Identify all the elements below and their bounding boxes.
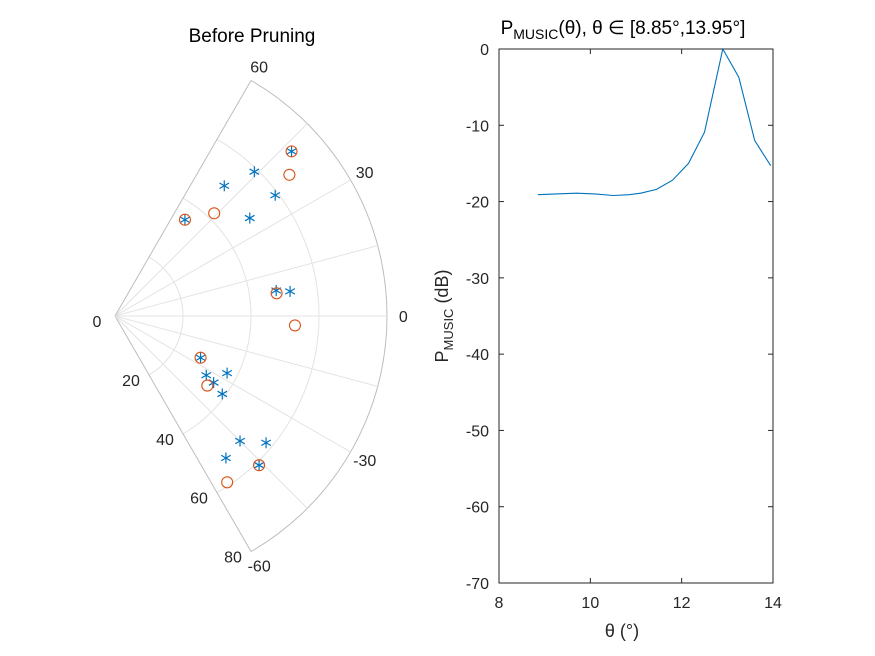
asterisk-stroke [201, 371, 212, 379]
polar-theta-tick-label: -60 [248, 559, 271, 576]
polar-point-asterisk [271, 284, 282, 296]
polar-point-circle [288, 319, 302, 332]
spectrum-ylabel-sub: MUSIC [441, 309, 456, 351]
asterisk-stroke [219, 182, 230, 190]
asterisk-stroke [286, 148, 297, 155]
polar-theta-tick-label: -30 [353, 453, 376, 470]
spectrum-xtick-label: 14 [764, 595, 782, 612]
asterisk-stroke [234, 437, 246, 445]
spectrum-title-main: P [501, 18, 514, 39]
asterisk-stroke [179, 216, 191, 223]
polar-point-asterisk [286, 145, 297, 157]
spectrum-ylabel-main: P [432, 350, 452, 362]
spectrum-title-rest: (θ), θ ∈ [8.85°,13.95°] [558, 18, 745, 39]
polar-point-asterisk [222, 367, 233, 379]
polar-grid-spoke [114, 123, 308, 317]
polar-r-tick-label: 20 [122, 373, 140, 390]
spectrum-xlabel: θ (°) [605, 621, 639, 641]
polar-point-asterisk [285, 285, 296, 297]
spectrum-ytick-label: -20 [466, 195, 489, 212]
asterisk-stroke [261, 439, 272, 447]
polar-grid-spoke [114, 315, 308, 509]
polar-theta-tick-label: 30 [356, 165, 374, 182]
polar-point-asterisk [208, 377, 219, 389]
polar-point-circle [178, 213, 191, 226]
polar-point-asterisk [179, 214, 191, 226]
asterisk-stroke [244, 214, 255, 222]
polar-point-asterisk [254, 459, 265, 471]
polar-theta-tick-label: 60 [250, 59, 268, 76]
polar-point-asterisk [220, 452, 232, 464]
polar-r-tick-label: 40 [156, 432, 174, 449]
polar-point-circle [283, 168, 296, 181]
spectrum-title: PMUSIC(θ), θ ∈ [8.85°,13.95°] [501, 18, 746, 42]
polar-point-asterisk [195, 352, 206, 364]
polar-r-tick-label: 60 [190, 491, 208, 508]
spectrum-xtick-label: 12 [673, 595, 691, 612]
polar-point-asterisk [261, 437, 272, 449]
polar-point-asterisk [270, 189, 281, 201]
polar-grid-spoke [114, 315, 351, 453]
asterisk-stroke [254, 461, 265, 469]
music-spectrum-subplot: PMUSIC(θ), θ ∈ [8.85°,13.95°] 8 10 12 140-1… [432, 18, 782, 641]
polar-outer-arc [250, 80, 388, 552]
polar-grid [114, 80, 388, 552]
spectrum-xtick-label: 10 [581, 595, 599, 612]
asterisk-stroke [217, 390, 228, 398]
polar-tick-labels: -60 -30 0 30 60 0 20 40 60 80 [93, 59, 408, 575]
polar-r-tick-label: 0 [93, 314, 102, 331]
polar-subplot: Before Pruning -60 -30 0 30 60 0 20 40 60 80 [93, 26, 408, 576]
polar-points [178, 145, 302, 489]
spectrum-ytick-label: 0 [480, 42, 489, 59]
spectrum-ytick-label: -40 [466, 347, 489, 364]
polar-title: Before Pruning [189, 26, 316, 47]
spectrum-ytick-label: -10 [466, 118, 489, 135]
spectrum-title-sub: MUSIC [513, 26, 558, 42]
spectrum-xtick-label: 8 [495, 595, 504, 612]
spectrum-ylabel-rest: (dB) [432, 270, 452, 309]
asterisk-stroke [270, 192, 281, 199]
spectrum-tick-labels: 8 10 12 14 0 -10 -20 -30 -40 -50 -60 -70 [466, 42, 782, 612]
asterisk-stroke [222, 369, 233, 377]
polar-point-asterisk [234, 435, 246, 447]
polar-point-circle [221, 476, 234, 489]
polar-grid-spoke [114, 245, 378, 317]
polar-point-asterisk [249, 166, 260, 178]
polar-point-circle [201, 379, 214, 392]
spectrum-ytick-label: -60 [466, 500, 489, 517]
asterisk-stroke [195, 354, 206, 362]
polar-point-asterisk [244, 212, 255, 224]
asterisk-stroke [285, 288, 296, 295]
spectrum-axes [498, 48, 774, 584]
asterisk-stroke [220, 454, 232, 462]
polar-grid-spoke [114, 179, 351, 317]
polar-r-tick-label: 80 [224, 550, 242, 567]
spectrum-line [537, 47, 772, 197]
polar-edge-spoke [114, 315, 252, 552]
polar-edge-spoke [114, 80, 252, 317]
spectrum-ytick-label: -50 [466, 423, 489, 440]
spectrum-plot-box [498, 48, 774, 584]
polar-point-circle [270, 287, 283, 300]
polar-point-circle [208, 207, 221, 220]
spectrum-ytick-label: -30 [466, 271, 489, 288]
spectrum-ytick-label: -70 [466, 576, 489, 593]
polar-point-circle [285, 145, 298, 158]
polar-grid-spoke [114, 315, 378, 387]
polar-point-circle [253, 459, 266, 472]
polar-point-asterisk [217, 388, 228, 400]
polar-point-asterisk [201, 369, 212, 381]
polar-point-asterisk [219, 180, 230, 192]
spectrum-ylabel: PMUSIC (dB) [432, 270, 456, 363]
asterisk-stroke [249, 168, 260, 175]
polar-theta-tick-label: 0 [399, 309, 408, 326]
polar-point-circle [194, 351, 207, 364]
